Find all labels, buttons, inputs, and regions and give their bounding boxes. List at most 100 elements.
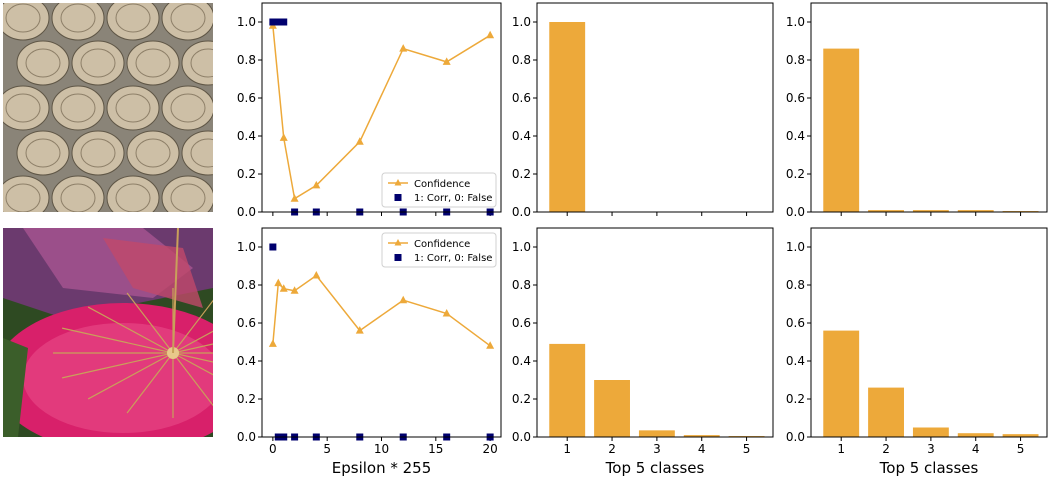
bar bbox=[823, 48, 860, 212]
legend-box bbox=[381, 172, 497, 208]
barrel-rows bbox=[3, 3, 213, 212]
confidence-line bbox=[272, 25, 491, 200]
bar bbox=[549, 343, 586, 437]
bar bbox=[957, 433, 994, 437]
chart-panel-2: 0.0 0.2 0.4 0.6 0.8 1.0 bbox=[512, 2, 774, 219]
barrel-hoop bbox=[135, 48, 171, 78]
parasols-photo bbox=[3, 228, 213, 437]
confidence-point bbox=[279, 284, 288, 292]
x-tick-label: 5 bbox=[743, 442, 751, 456]
confidence-point bbox=[442, 309, 451, 317]
barrel-end bbox=[126, 40, 180, 86]
x-tick-label: 4 bbox=[972, 442, 980, 456]
x-tick-label: 3 bbox=[927, 442, 935, 456]
y-tick-label: 1.0 bbox=[512, 15, 531, 29]
y-tick-label: 0.2 bbox=[512, 392, 531, 406]
confidence-point bbox=[312, 271, 321, 279]
barrel-hoop bbox=[115, 3, 151, 33]
y-tick-label: 0.8 bbox=[786, 278, 805, 292]
legend: Confidence 1: Corr, 0: False bbox=[381, 172, 497, 208]
y-tick-label: 1.0 bbox=[786, 15, 805, 29]
barrel-hoop bbox=[5, 3, 41, 33]
barrel-end bbox=[106, 3, 160, 41]
confidence-point bbox=[290, 194, 299, 202]
barrel-end bbox=[51, 85, 105, 131]
legend-square-swatch bbox=[394, 194, 402, 201]
axes-frame bbox=[810, 227, 1048, 438]
barrel-end bbox=[126, 130, 180, 176]
axes-frame bbox=[261, 227, 502, 438]
barrel-hoop bbox=[170, 93, 206, 123]
y-tick-label: 0.8 bbox=[512, 53, 531, 67]
y-tick-label: 1.0 bbox=[512, 240, 531, 254]
parasol-rib bbox=[126, 292, 174, 354]
barrel-end bbox=[71, 40, 125, 86]
axes-frame bbox=[810, 2, 1048, 213]
confidence-point bbox=[442, 57, 451, 65]
confidence-point bbox=[312, 180, 321, 189]
barrel-end bbox=[106, 85, 160, 131]
parasol-rib bbox=[172, 352, 213, 363]
axes-frame bbox=[536, 2, 774, 213]
barrel-end bbox=[181, 40, 213, 86]
barrel-hoop bbox=[60, 3, 96, 33]
legend-label-confidence: Confidence bbox=[414, 239, 470, 250]
axes-frame bbox=[261, 2, 502, 213]
axes-frame bbox=[536, 227, 774, 438]
x-tick-label: 15 bbox=[428, 442, 443, 456]
chart-panel-6: 0.0 0.2 0.4 0.6 0.8 1.0 1 2 3 4 5 Top 5 classes bbox=[786, 227, 1048, 477]
legend-square-swatch bbox=[394, 254, 402, 261]
chart-panel-3: 0.0 0.2 0.4 0.6 0.8 1.0 bbox=[786, 2, 1048, 219]
y-tick-label: 0.0 bbox=[512, 205, 531, 219]
y-tick-label: 0.8 bbox=[237, 53, 256, 67]
barrel-hoop bbox=[170, 3, 206, 33]
bar bbox=[549, 22, 586, 212]
barrel-end bbox=[161, 175, 213, 212]
barrel-hoop bbox=[25, 138, 61, 168]
y-tick-label: 0.0 bbox=[237, 430, 256, 444]
x-tick-label: 4 bbox=[698, 442, 706, 456]
y-tick-label: 0.4 bbox=[237, 354, 256, 368]
confidence-point bbox=[399, 295, 408, 304]
legend-label-correctness: 1: Corr, 0: False bbox=[414, 193, 492, 204]
y-tick-label: 0.2 bbox=[237, 392, 256, 406]
y-tick-label: 0.8 bbox=[237, 278, 256, 292]
correctness-point bbox=[269, 243, 277, 251]
bar bbox=[868, 210, 904, 212]
x-tick-label: 1 bbox=[563, 442, 571, 456]
confidence-point bbox=[355, 326, 364, 334]
parasol-rib bbox=[87, 352, 174, 400]
legend: Confidence 1: Corr, 0: False bbox=[381, 232, 497, 268]
barrel-hoop bbox=[115, 93, 151, 123]
y-tick-label: 0.0 bbox=[237, 205, 256, 219]
barrel-hoop bbox=[190, 138, 213, 168]
chart-panel-5: 0.0 0.2 0.4 0.6 0.8 1.0 1 2 3 4 5 Top 5 classes bbox=[512, 227, 774, 477]
parasol-rib bbox=[172, 299, 213, 354]
x-axis-label: Top 5 classes bbox=[605, 459, 705, 477]
y-tick-label: 0.4 bbox=[786, 129, 805, 143]
y-tick-label: 0.2 bbox=[237, 167, 256, 181]
barrel-end bbox=[51, 175, 105, 212]
bar bbox=[957, 210, 994, 212]
barrel-end bbox=[3, 3, 50, 41]
y-tick-label: 0.4 bbox=[786, 354, 805, 368]
y-tick-label: 0.6 bbox=[786, 91, 805, 105]
y-tick-label: 0.0 bbox=[786, 205, 805, 219]
confidence-line bbox=[272, 274, 491, 347]
y-tick-label: 0.6 bbox=[512, 316, 531, 330]
legend-triangle-swatch bbox=[394, 179, 402, 186]
x-tick-label: 20 bbox=[482, 442, 497, 456]
barrel-hoop bbox=[60, 183, 96, 212]
bar bbox=[868, 387, 904, 437]
bar bbox=[594, 380, 630, 437]
legend-label-correctness: 1: Corr, 0: False bbox=[414, 253, 492, 264]
confidence-point bbox=[399, 44, 408, 52]
parasol-rib bbox=[87, 306, 174, 354]
barrel-hoop bbox=[5, 183, 41, 212]
y-tick-label: 0.2 bbox=[786, 392, 805, 406]
barrel-end bbox=[181, 130, 213, 176]
y-tick-label: 0.6 bbox=[786, 316, 805, 330]
confidence-point bbox=[355, 137, 364, 145]
legend-label-confidence: Confidence bbox=[414, 179, 470, 190]
